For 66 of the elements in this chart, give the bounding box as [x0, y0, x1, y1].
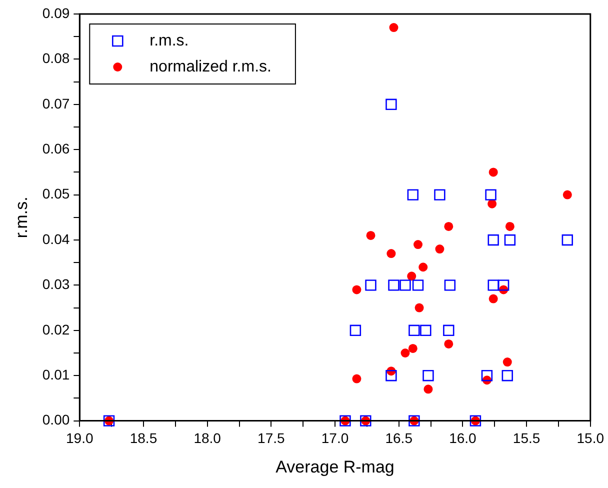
point — [488, 294, 498, 304]
point — [366, 230, 376, 240]
point — [435, 244, 444, 254]
point — [386, 98, 397, 110]
point — [350, 324, 362, 336]
y-tick-label: 0.00 — [42, 412, 70, 428]
point — [414, 240, 423, 250]
x-tick-label: 16.5 — [385, 430, 413, 446]
point — [562, 234, 573, 246]
point — [488, 234, 499, 246]
point — [502, 358, 512, 367]
x-tick-label: 15.5 — [512, 430, 540, 446]
point — [389, 23, 398, 32]
x-tick-label: 18.5 — [130, 430, 158, 446]
legend-label: normalized r.m.s. — [150, 58, 272, 76]
point — [434, 189, 446, 200]
y-tick-label: 0.03 — [42, 276, 70, 292]
y-tick-label: 0.02 — [42, 321, 70, 338]
point — [400, 348, 410, 358]
y-tick-label: 0.08 — [42, 50, 70, 66]
y-tick-label: 0.09 — [42, 4, 70, 21]
y-tick-label: 0.05 — [42, 186, 70, 202]
legend-label: r.m.s. — [150, 32, 189, 50]
point — [562, 190, 572, 200]
x-tick-label: 18.0 — [194, 430, 222, 446]
point — [386, 370, 397, 382]
point — [504, 234, 516, 246]
point — [407, 272, 416, 281]
point — [424, 384, 433, 394]
point — [408, 324, 420, 336]
point — [502, 370, 513, 382]
y-tick-label: 0.06 — [42, 140, 70, 156]
y-tick-label: 0.04 — [42, 230, 70, 247]
point — [485, 189, 496, 200]
y-tick-label: 0.01 — [42, 366, 70, 382]
point — [488, 199, 497, 208]
point — [414, 303, 424, 312]
point — [420, 324, 432, 336]
x-tick-label: 16.0 — [449, 430, 477, 446]
x-tick-label: 17.5 — [258, 430, 286, 446]
point — [444, 339, 454, 348]
point — [443, 324, 454, 336]
point — [412, 280, 424, 291]
point — [352, 285, 362, 294]
y-tick-label: 0.07 — [42, 95, 70, 112]
point — [444, 280, 456, 291]
point — [400, 280, 411, 291]
point — [444, 222, 454, 231]
point — [352, 374, 362, 384]
point — [481, 370, 493, 382]
point — [418, 262, 428, 272]
point — [488, 280, 499, 291]
point — [386, 249, 396, 258]
point — [498, 280, 510, 291]
point — [488, 168, 498, 177]
x-tick-label: 19.0 — [66, 430, 94, 446]
x-axis-title: Average R-mag — [276, 457, 394, 476]
point — [407, 189, 418, 200]
y-axis-title: r.m.s. — [12, 196, 31, 238]
point — [422, 370, 434, 382]
x-tick-label: 17.0 — [321, 430, 349, 446]
point — [388, 280, 400, 291]
point — [505, 222, 514, 231]
x-tick-label: 15.0 — [576, 430, 604, 446]
point — [408, 344, 418, 353]
point — [365, 280, 376, 291]
